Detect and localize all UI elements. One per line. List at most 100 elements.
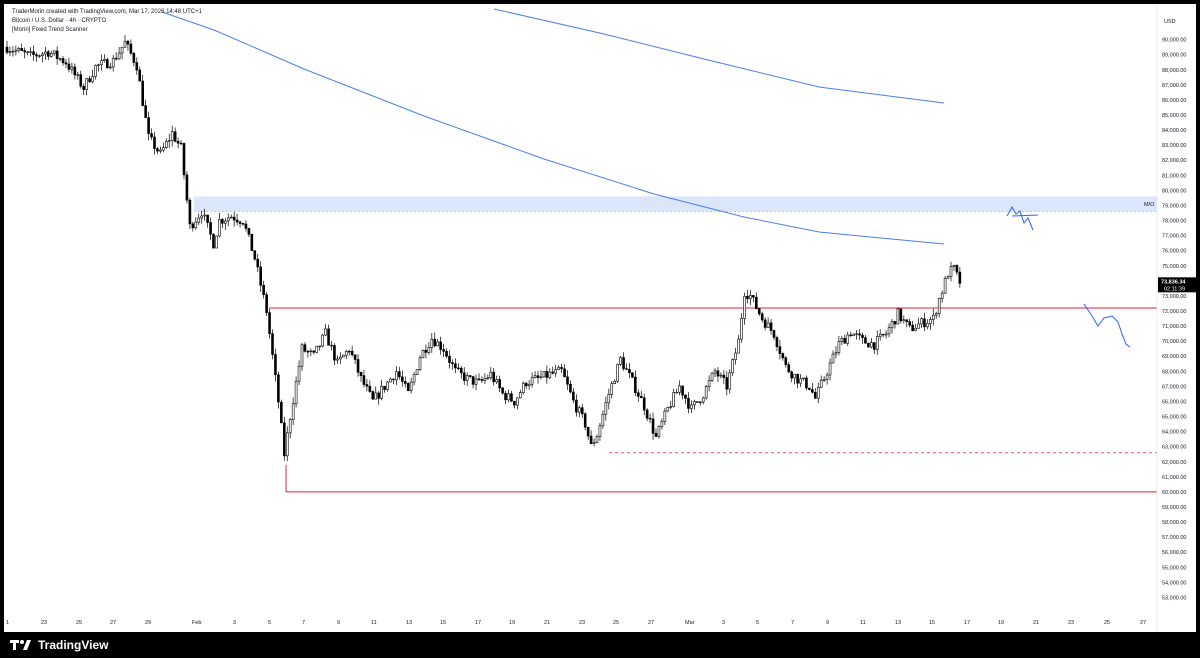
bear-candle xyxy=(451,362,454,365)
bear-candle xyxy=(575,399,578,413)
bear-candle xyxy=(492,371,496,383)
bear-candle xyxy=(769,322,773,331)
bull-candle xyxy=(339,356,342,360)
bull-candle xyxy=(663,410,667,422)
bear-candle xyxy=(955,264,959,273)
bull-candle xyxy=(852,333,855,337)
bear-candle xyxy=(141,80,144,106)
bear-candle xyxy=(442,349,445,352)
bear-candle xyxy=(471,376,475,385)
bear-candle xyxy=(583,413,587,428)
bear-candle xyxy=(448,355,451,363)
lower-ma-line xyxy=(161,11,945,245)
bear-candle xyxy=(209,222,212,235)
bear-candle xyxy=(282,422,286,457)
bull-candle xyxy=(474,378,478,385)
bull-candle xyxy=(100,60,103,66)
projection-upper-level xyxy=(1011,214,1039,217)
bear-candle xyxy=(864,337,867,344)
bull-candle xyxy=(170,131,174,141)
bull-candle xyxy=(734,352,737,360)
bull-candle xyxy=(816,386,820,399)
bull-candle xyxy=(828,362,832,376)
bull-candle xyxy=(76,74,80,76)
bear-candle xyxy=(772,330,776,338)
time-tick-label: 5 xyxy=(268,620,271,626)
bear-candle xyxy=(259,266,262,286)
bull-candle xyxy=(518,392,522,399)
bull-candle xyxy=(660,420,664,427)
bull-candle xyxy=(103,59,106,61)
bull-candle xyxy=(610,383,614,395)
bear-candle xyxy=(566,376,569,385)
bear-candle xyxy=(20,48,24,51)
price-tick-label: 78,000.00 xyxy=(1162,219,1186,225)
bull-candle xyxy=(297,365,301,382)
price-tick-label: 55,000.00 xyxy=(1162,565,1186,571)
bull-candle xyxy=(672,392,676,407)
bull-candle xyxy=(743,296,746,319)
price-tick-label: 57,000.00 xyxy=(1162,535,1186,541)
chart-header: TraderMorin created with TradingView.com… xyxy=(12,8,202,35)
price-tick-label: 59,000.00 xyxy=(1162,505,1186,511)
bear-candle xyxy=(698,401,702,403)
time-tick-label: 5 xyxy=(756,620,759,626)
bull-candle xyxy=(229,216,233,219)
bear-candle xyxy=(725,377,729,390)
bull-candle xyxy=(418,357,422,370)
price-axis: USD 90,000.00 89,000.00 88,000.00 87,000.00 8… xyxy=(1156,4,1186,632)
price-tick-label: 88,000.00 xyxy=(1162,68,1186,74)
bear-candle xyxy=(784,357,788,365)
bear-candle xyxy=(958,271,962,284)
bear-candle xyxy=(563,368,566,378)
price-tick-label: 89,000.00 xyxy=(1162,53,1186,59)
bull-candle xyxy=(380,385,383,399)
price-tick-label: 66,000.00 xyxy=(1162,399,1186,405)
bull-candle xyxy=(507,393,510,401)
bull-candle xyxy=(616,364,619,382)
bear-candle xyxy=(188,199,192,225)
bear-candle xyxy=(126,40,130,45)
bear-candle xyxy=(253,250,257,260)
tradingview-icon xyxy=(10,640,31,650)
bull-candle xyxy=(374,392,378,400)
bear-candle xyxy=(513,400,516,406)
bull-candle xyxy=(822,378,826,381)
bear-candle xyxy=(687,398,690,409)
mo-zone: M/O xyxy=(194,196,1157,212)
bear-candle xyxy=(238,221,242,224)
bull-candle xyxy=(931,314,935,320)
price-tick-label: 81,000.00 xyxy=(1162,173,1186,179)
price-tick-label: 83,000.00 xyxy=(1162,143,1186,149)
bear-candle xyxy=(439,341,442,350)
price-tick-label: 86,000.00 xyxy=(1162,98,1186,104)
bull-candle xyxy=(940,292,944,299)
bull-candle xyxy=(215,235,218,249)
time-axis: 1 23 25 27 29 Feb 3 5 7 9 11 13 15 17 19 21 23 25 27 Mar 3 5 7… xyxy=(6,620,1146,626)
bull-candle xyxy=(58,58,62,60)
bear-candle xyxy=(923,318,926,328)
bull-candle xyxy=(197,217,201,223)
bear-candle xyxy=(813,392,817,399)
bull-candle xyxy=(902,319,906,322)
tradingview-logo[interactable]: TradingView xyxy=(10,638,108,652)
bear-candle xyxy=(790,371,794,379)
price-tick-label: 63,000.00 xyxy=(1162,445,1186,451)
bull-candle xyxy=(607,394,611,404)
bull-candle xyxy=(436,341,440,347)
bull-candle xyxy=(934,313,938,316)
price-tick-label: 53,000.00 xyxy=(1162,595,1186,601)
price-tick-label: 65,000.00 xyxy=(1162,415,1186,421)
bull-candle xyxy=(111,57,115,68)
price-chart[interactable]: M/O USD 90,000.00 89,000.00 88,000.00 87,000… xyxy=(4,4,1196,632)
bear-candle xyxy=(468,375,472,377)
bear-candle xyxy=(306,350,310,353)
bull-candle xyxy=(657,426,661,437)
symbol-line: Bitcoin / U.S. Dollar · 4h · CRYPTO xyxy=(12,18,107,24)
bull-candle xyxy=(937,298,941,314)
bull-candle xyxy=(943,277,947,294)
candlesticks xyxy=(5,34,962,462)
bear-candle xyxy=(586,426,590,437)
price-tick-label: 75,000.00 xyxy=(1162,264,1186,270)
